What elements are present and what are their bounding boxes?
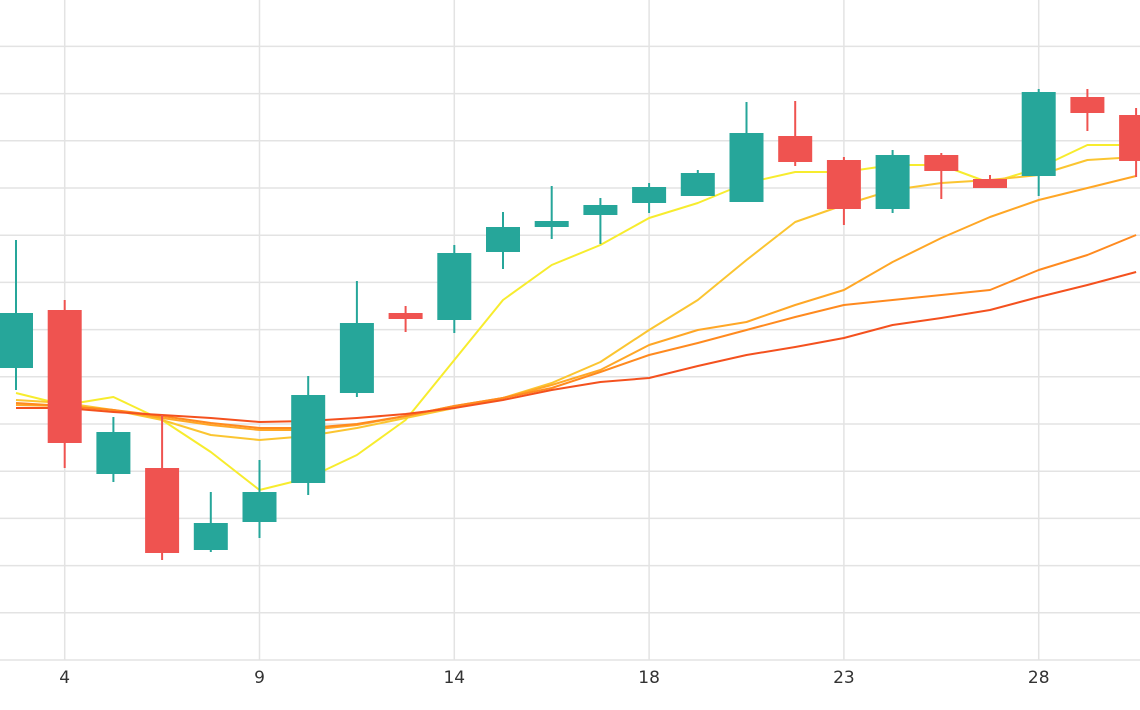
candle-body [388,313,423,319]
x-tick-label: 18 [638,668,660,688]
x-tick-label: 28 [1028,668,1050,688]
grid [0,0,1140,661]
candle-body [47,310,82,443]
candle-body [193,523,228,550]
x-tick-label: 4 [59,668,70,688]
candle-body [0,313,33,368]
moving-average-line [15,234,1137,429]
candle-body [1070,97,1105,113]
x-tick-label: 23 [833,668,855,688]
candle-body [242,492,277,522]
candle-body [1119,115,1140,161]
candle-body [583,205,618,215]
candle-body [339,323,374,393]
candle-body [437,253,472,320]
moving-average-line [15,156,1137,441]
x-tick-label: 14 [443,668,465,688]
candle-body [778,136,813,162]
candle-body [1021,92,1056,176]
candle-body [291,395,326,483]
candle-body [680,173,715,196]
candle-body [632,187,667,203]
candle-body [534,221,569,227]
moving-average-line [15,144,1137,491]
candle-body [96,432,131,474]
moving-average-line [16,271,1137,423]
candle-body [826,160,861,209]
candle-body [729,133,764,202]
candle-body [875,155,910,209]
candle-body [486,227,520,252]
x-axis: 4 9 14 18 23 28 [59,668,1049,688]
x-tick-label: 9 [254,668,265,688]
plot-area [0,89,1140,560]
moving-average-line [15,175,1137,431]
candle-body [145,468,180,553]
candle-body [924,155,959,171]
candle-body [973,179,1007,188]
